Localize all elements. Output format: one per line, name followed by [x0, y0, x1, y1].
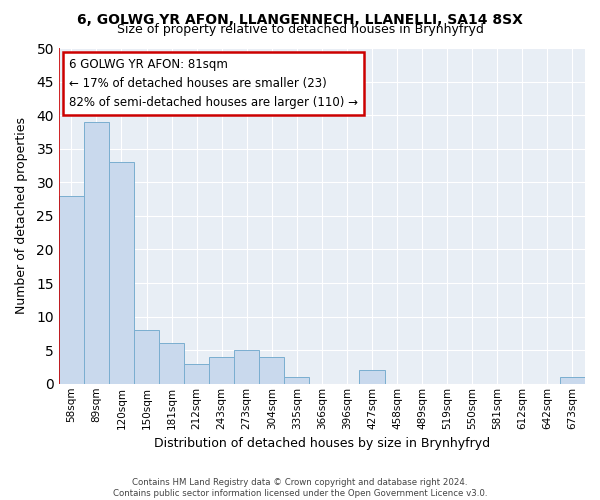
Bar	[284, 377, 310, 384]
Bar	[59, 196, 84, 384]
Bar	[134, 330, 159, 384]
Bar	[359, 370, 385, 384]
Bar	[159, 344, 184, 384]
Text: 6, GOLWG YR AFON, LLANGENNECH, LLANELLI, SA14 8SX: 6, GOLWG YR AFON, LLANGENNECH, LLANELLI,…	[77, 12, 523, 26]
Bar	[259, 357, 284, 384]
Bar	[209, 357, 234, 384]
Bar	[84, 122, 109, 384]
Text: Contains HM Land Registry data © Crown copyright and database right 2024.
Contai: Contains HM Land Registry data © Crown c…	[113, 478, 487, 498]
Text: 6 GOLWG YR AFON: 81sqm
← 17% of detached houses are smaller (23)
82% of semi-det: 6 GOLWG YR AFON: 81sqm ← 17% of detached…	[70, 58, 358, 109]
Bar	[234, 350, 259, 384]
Text: Size of property relative to detached houses in Brynhyfryd: Size of property relative to detached ho…	[116, 22, 484, 36]
X-axis label: Distribution of detached houses by size in Brynhyfryd: Distribution of detached houses by size …	[154, 437, 490, 450]
Bar	[109, 162, 134, 384]
Y-axis label: Number of detached properties: Number of detached properties	[15, 118, 28, 314]
Bar	[184, 364, 209, 384]
Bar	[560, 377, 585, 384]
